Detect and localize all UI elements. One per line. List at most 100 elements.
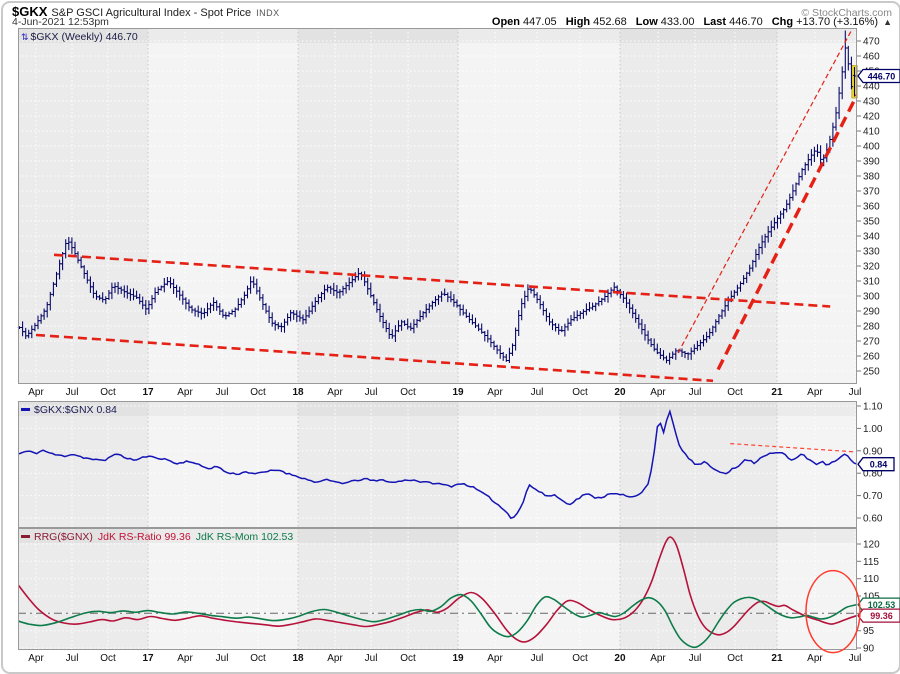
year-band <box>148 528 299 650</box>
x-axis-month-label: Apr <box>807 387 823 398</box>
x-axis-month-label: Apr <box>28 387 44 398</box>
x-axis-year-label: 19 <box>452 653 464 664</box>
x-axis-year-label: 18 <box>292 653 304 664</box>
price-legend-text: $GKX (Weekly) 446.70 <box>30 31 138 43</box>
x-axis-month-label: Jul <box>530 387 544 398</box>
x-axis-top: Apr Jul Oct 17 Apr Jul Oct 18 Apr Jul Oct 19 Apr Jul O… <box>18 385 861 400</box>
x-axis-month-label: Jul <box>848 387 862 398</box>
legend-strip <box>18 401 857 416</box>
y-tick-label: 470 <box>863 37 880 48</box>
line-marker-icon <box>21 407 30 411</box>
x-axis-month-label: Apr <box>807 653 823 664</box>
x-axis-month-label: Apr <box>327 653 343 664</box>
year-band <box>18 528 149 650</box>
change-up-icon: ▲ <box>883 17 892 27</box>
year-band <box>458 528 620 650</box>
last-value-tag <box>857 608 900 623</box>
highlight-ellipse <box>805 569 861 654</box>
ratio-legend-text: $GKX:$GNX 0.84 <box>34 404 117 416</box>
y-tick-label: 115 <box>863 557 879 568</box>
rrg-legend-part-2: JdK RS-Mom 102.53 <box>195 531 294 543</box>
y-tick-label: 370 <box>863 187 880 198</box>
x-axis-month-label: Jul <box>364 387 378 398</box>
last-value-tag <box>857 457 895 472</box>
updown-arrows-icon: ⇅ <box>21 32 29 42</box>
y-tick-label: 110 <box>863 574 879 585</box>
rs-mom-line <box>18 593 857 649</box>
trendline <box>53 253 831 308</box>
rrg-legend-part-0: RRG($GNX) <box>34 531 93 543</box>
price-legend: ⇅ $GKX (Weekly) 446.70 <box>21 31 138 43</box>
exchange-label: INDX <box>256 8 280 18</box>
last-value-tag-text: 446.70 <box>868 72 896 82</box>
year-band <box>776 28 857 384</box>
year-band <box>776 528 857 650</box>
x-axis-month-label: Jul <box>848 653 862 664</box>
x-axis-month-label: Jul <box>65 387 79 398</box>
trendline <box>716 94 857 371</box>
y-tick-label: 300 <box>863 292 880 303</box>
quote-open: Open 447.05 <box>491 16 557 28</box>
y-tick-label: 0.80 <box>863 469 883 480</box>
quote-strip: Open 447.05 High 452.68 Low 433.00 Last 446.70 C… <box>492 16 892 28</box>
x-axis-year-label: 17 <box>142 387 154 398</box>
x-axis-month-label: Jul <box>688 653 702 664</box>
x-axis-month-label: Oct <box>727 653 743 664</box>
x-axis-month-label: Apr <box>177 387 193 398</box>
x-axis-year-label: 20 <box>614 387 626 398</box>
y-tick-label: 1.00 <box>863 424 883 435</box>
rrg-legend-part-1: JdK RS-Ratio 99.36 <box>97 531 191 543</box>
x-axis-month-label: Oct <box>400 653 416 664</box>
page-title: S&P GSCI Agricultural Index - Spot Price <box>51 7 252 19</box>
y-tick-label: 440 <box>863 82 880 93</box>
x-axis-month-label: Apr <box>177 653 193 664</box>
x-axis-month-label: Apr <box>28 653 44 664</box>
quote-row: 4-Jun-2021 12:53pm Open 447.05 High 452.68 L… <box>12 16 892 28</box>
x-axis-month-label: Apr <box>650 653 666 664</box>
y-tick-label: 290 <box>863 307 880 318</box>
y-tick-label: 400 <box>863 142 880 153</box>
y-tick-label: 410 <box>863 127 880 138</box>
y-tick-label: 0.70 <box>863 491 883 502</box>
price-bars <box>17 30 857 365</box>
x-axis-year-label: 21 <box>771 653 783 664</box>
title-group: $GKX S&P GSCI Agricultural Index - Spot P… <box>12 3 280 21</box>
y-tick-label: 250 <box>863 367 880 378</box>
year-band <box>458 401 620 528</box>
quote-high: High 452.68 <box>565 16 627 28</box>
year-band <box>18 401 149 528</box>
x-axis-month-label: Oct <box>572 653 588 664</box>
y-tick-label: 390 <box>863 157 880 168</box>
year-band <box>298 401 459 528</box>
y-tick-label: 350 <box>863 217 880 228</box>
last-value-tag-text: 102.53 <box>868 600 896 610</box>
x-axis-month-label: Oct <box>250 653 266 664</box>
copyright: © StockCharts.com <box>801 7 892 19</box>
y-tick-label: 460 <box>863 52 880 63</box>
x-axis-month-label: Apr <box>487 653 503 664</box>
x-axis-bottom: Apr Jul Oct 17 Apr Jul Oct 18 Apr Jul Oct 19 Apr Jul O… <box>18 651 861 666</box>
y-tick-label: 330 <box>863 247 880 258</box>
y-tick-label: 420 <box>863 112 880 123</box>
y-tick-label: 430 <box>863 97 880 108</box>
x-axis-month-label: Oct <box>100 653 116 664</box>
x-axis-month-label: Apr <box>327 387 343 398</box>
rrg-legend: RRG($GNX) JdK RS-Ratio 99.36 JdK RS-Mom 10… <box>21 531 298 543</box>
x-axis-month-label: Oct <box>572 387 588 398</box>
symbol: $GKX <box>12 4 48 19</box>
x-axis-year-label: 21 <box>771 387 783 398</box>
x-axis-year-label: 17 <box>142 653 154 664</box>
chart-datetime: 4-Jun-2021 12:53pm <box>12 16 109 28</box>
quote-chg: Chg +13.70 (+3.16%) <box>771 16 879 28</box>
plot-border <box>18 528 857 650</box>
last-value-tag-text: 99.36 <box>870 611 893 621</box>
x-axis-month-label: Apr <box>487 387 503 398</box>
y-tick-label: 105 <box>863 592 880 603</box>
x-axis-month-label: Oct <box>100 387 116 398</box>
x-axis-month-label: Jul <box>530 653 544 664</box>
x-axis-month-label: Jul <box>688 387 702 398</box>
x-axis-month-label: Oct <box>727 387 743 398</box>
y-tick-label: 380 <box>863 172 880 183</box>
x-axis-month-label: Jul <box>65 653 79 664</box>
